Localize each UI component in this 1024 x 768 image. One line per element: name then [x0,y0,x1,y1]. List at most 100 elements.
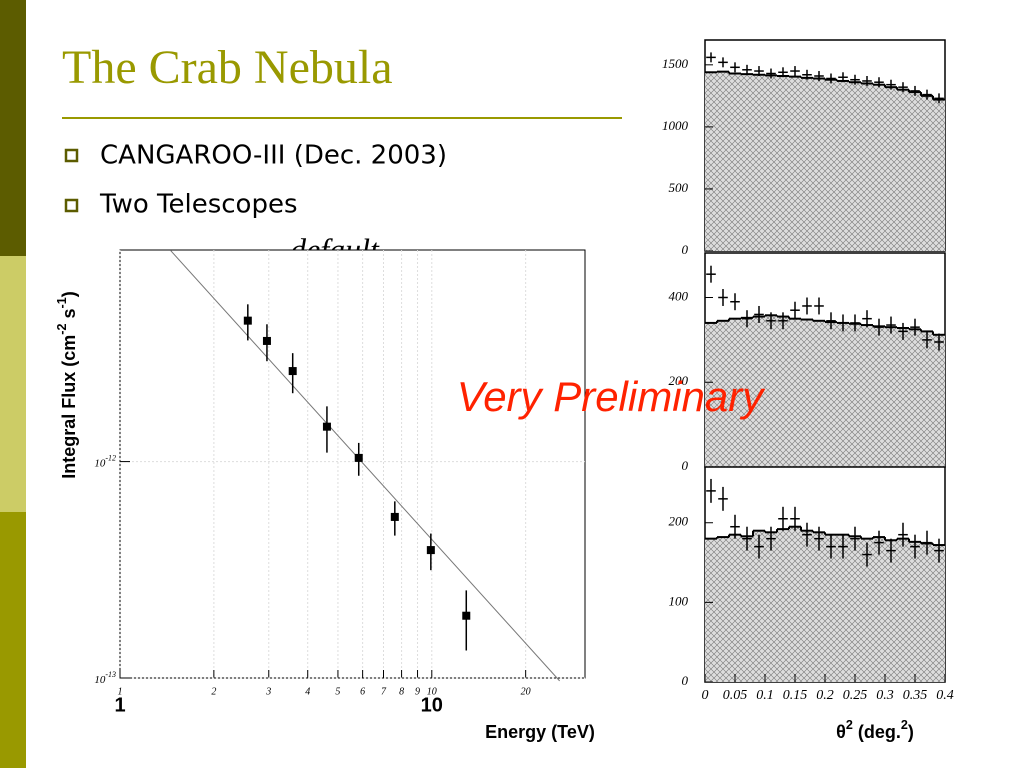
x-tick-label: 0.2 [816,688,834,703]
histogram-bar [801,530,813,682]
histogram-bar [849,323,861,467]
histogram-bar [861,325,873,467]
histogram-bar [777,529,789,682]
histogram-bar [885,540,897,682]
plot-frame [119,249,586,679]
label-part: ) [908,722,914,742]
histogram-bar [921,331,933,467]
data-point [262,336,271,345]
x-major-label: 1 [114,694,125,716]
label-part: ) [59,291,79,297]
y-tick-label: 100 [669,593,689,608]
x-tick-label: 10 [427,686,437,697]
superscript: -1 [55,297,69,308]
histogram-bar [909,541,921,682]
histogram-bar [789,318,801,467]
histogram-bar [753,530,765,682]
histogram-bar [753,316,765,467]
histogram-bar [849,536,861,682]
y-tick-label: 0 [682,673,689,688]
x-tick-label: 0.25 [843,688,868,703]
histogram-bar [717,537,729,682]
histogram-bar [933,334,945,467]
histogram-bar [813,532,825,682]
histogram-bar [837,80,849,251]
y-tick-label: 1000 [662,118,689,133]
x-tick-label: 1 [118,686,123,697]
histogram-bar [825,79,837,251]
x-tick-label: 0.15 [783,688,808,703]
x-tick-label: 8 [399,686,404,697]
histogram-bar [801,319,813,467]
y-tick-label: 400 [669,288,689,303]
histogram-bar [789,526,801,682]
y-tick-label: 200 [669,514,689,529]
histogram-bar [729,73,741,251]
label-part: s [59,308,79,323]
histogram-bar [873,537,885,682]
histogram-bar [825,322,837,467]
histogram-bar [933,545,945,682]
histogram-bar [873,326,885,467]
tick-exponent: -12 [105,454,116,463]
histogram-bar [897,328,909,467]
histogram-bar [741,74,753,251]
y-tick-label: 0 [682,458,689,473]
x-tick-label: 6 [360,686,365,697]
superscript: 2 [901,718,908,732]
histogram-bar [741,536,753,682]
histogram-bar [849,82,861,251]
y-axis-label: Integral Flux (cm-2 s-1) [55,291,78,478]
histogram-bar [921,543,933,682]
y-tick-label: 500 [669,180,689,195]
tick-exponent: -13 [105,670,116,679]
data-point [462,611,471,620]
x-tick-label: 9 [415,686,420,697]
data-point [243,316,252,325]
x-tick-label: 3 [265,686,271,697]
histogram-bar [753,74,765,252]
x-tick-label: 0.05 [723,688,748,703]
data-point [322,422,331,431]
histogram-bar [933,99,945,251]
data-point [426,546,435,555]
histogram-bar [885,327,897,467]
histogram-bar [885,87,897,251]
sidebar-light [0,256,26,512]
superscript: -2 [55,323,69,334]
histogram-bar [813,320,825,467]
histogram-bar [717,71,729,252]
histogram-bar [705,538,717,682]
histogram-bar [873,84,885,252]
bullet: CANGAROO-III (Dec. 2003) [100,141,447,171]
histogram-bar [861,538,873,682]
histogram-bar [729,318,741,467]
x-tick-label: 0.4 [936,688,954,703]
y-tick-label: 1500 [662,56,689,71]
slide-title: The Crab Nebula [62,41,393,94]
histogram-bar [813,78,825,251]
x-tick-label: 0.3 [876,688,894,703]
histogram-bar [765,315,777,467]
histogram-bar [909,92,921,251]
tick-base: 10 [94,457,106,469]
label-part: (deg. [853,722,901,742]
x-tick-label: 2 [211,686,216,697]
histogram-bar [789,76,801,251]
bullet: Two Telescopes [99,190,298,220]
histogram-bar [837,322,849,467]
histogram-bar [921,95,933,252]
x-tick-label: 5 [335,686,340,697]
tick-base: 10 [94,674,106,686]
histogram-bar [777,316,789,467]
histogram-bar [729,534,741,682]
x-major-label: 10 [421,694,443,716]
y-tick-label: 10-13 [94,670,116,685]
histogram-bar [717,320,729,467]
histogram-bar [825,534,837,682]
histogram-bar [705,322,717,467]
y-tick-label: 0 [682,242,689,257]
x-tick-label: 0.35 [903,688,928,703]
